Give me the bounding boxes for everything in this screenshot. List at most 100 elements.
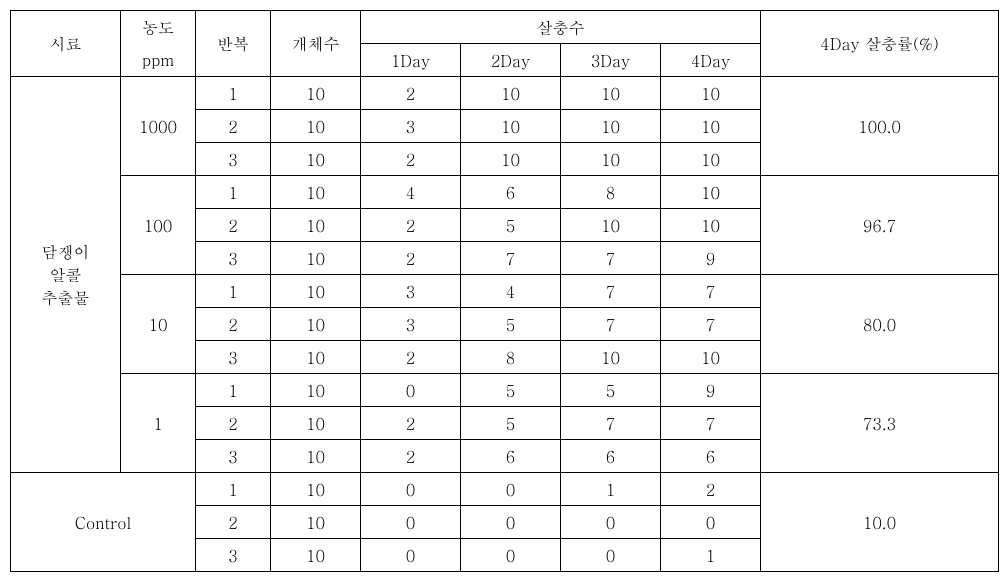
header-kill-group: 살충수 <box>361 11 761 44</box>
cell-rate: 96.7 <box>761 176 999 275</box>
header-row-1: 시료 농도 반복 개체수 살충수 4Day 살충률(%) <box>11 11 999 44</box>
table-row: 10 1 10 3 4 7 7 80.0 <box>11 275 999 308</box>
cell-d2: 5 <box>461 374 561 407</box>
cell-d3: 0 <box>561 539 661 572</box>
cell-rep: 2 <box>196 110 271 143</box>
cell-d2: 5 <box>461 407 561 440</box>
sample-label: 담쟁이 알콜 추출물 <box>11 77 121 473</box>
cell-d4: 0 <box>661 506 761 539</box>
cell-d3: 10 <box>561 209 661 242</box>
cell-rep: 2 <box>196 308 271 341</box>
header-sample: 시료 <box>11 11 121 77</box>
table-row: 담쟁이 알콜 추출물 1000 1 10 2 10 10 10 100.0 <box>11 77 999 110</box>
cell-d2: 4 <box>461 275 561 308</box>
cell-cnt: 10 <box>271 143 361 176</box>
cell-d2: 6 <box>461 176 561 209</box>
cell-d1: 3 <box>361 275 461 308</box>
cell-rep: 1 <box>196 275 271 308</box>
cell-d3: 1 <box>561 473 661 506</box>
cell-cnt: 10 <box>271 374 361 407</box>
cell-rep: 2 <box>196 506 271 539</box>
cell-d3: 0 <box>561 506 661 539</box>
cell-cnt: 10 <box>271 110 361 143</box>
cell-d1: 2 <box>361 407 461 440</box>
header-conc-line2: ppm <box>121 44 196 77</box>
cell-d1: 2 <box>361 77 461 110</box>
header-day4: 4Day <box>661 44 761 77</box>
cell-d4: 1 <box>661 539 761 572</box>
insecticidal-data-table: 시료 농도 반복 개체수 살충수 4Day 살충률(%) ppm 1Day 2D… <box>10 10 999 572</box>
cell-d3: 10 <box>561 110 661 143</box>
cell-d4: 6 <box>661 440 761 473</box>
cell-d3: 8 <box>561 176 661 209</box>
cell-cnt: 10 <box>271 308 361 341</box>
cell-d3: 7 <box>561 275 661 308</box>
cell-d2: 0 <box>461 506 561 539</box>
cell-d2: 5 <box>461 209 561 242</box>
cell-d4: 10 <box>661 143 761 176</box>
cell-d1: 3 <box>361 110 461 143</box>
cell-rep: 3 <box>196 143 271 176</box>
cell-rep: 1 <box>196 176 271 209</box>
table-row: 100 1 10 4 6 8 10 96.7 <box>11 176 999 209</box>
cell-cnt: 10 <box>271 506 361 539</box>
cell-d4: 10 <box>661 77 761 110</box>
cell-cnt: 10 <box>271 209 361 242</box>
cell-cnt: 10 <box>271 539 361 572</box>
cell-d1: 0 <box>361 506 461 539</box>
cell-rate: 80.0 <box>761 275 999 374</box>
cell-d4: 9 <box>661 374 761 407</box>
cell-d1: 3 <box>361 308 461 341</box>
cell-d4: 7 <box>661 275 761 308</box>
cell-cnt: 10 <box>271 341 361 374</box>
cell-d1: 2 <box>361 242 461 275</box>
header-day1: 1Day <box>361 44 461 77</box>
cell-conc: 1 <box>121 374 196 473</box>
cell-d1: 0 <box>361 539 461 572</box>
cell-rep: 2 <box>196 407 271 440</box>
header-day2: 2Day <box>461 44 561 77</box>
cell-d1: 2 <box>361 209 461 242</box>
cell-d2: 10 <box>461 143 561 176</box>
cell-cnt: 10 <box>271 473 361 506</box>
cell-cnt: 10 <box>271 242 361 275</box>
cell-d2: 10 <box>461 110 561 143</box>
cell-d1: 4 <box>361 176 461 209</box>
table-row: Control 1 10 0 0 1 2 10.0 <box>11 473 999 506</box>
cell-d4: 10 <box>661 209 761 242</box>
header-repetition: 반복 <box>196 11 271 77</box>
sample-label-line: 추출물 <box>42 286 90 309</box>
cell-conc: 100 <box>121 176 196 275</box>
cell-d4: 10 <box>661 176 761 209</box>
cell-d4: 10 <box>661 341 761 374</box>
cell-d1: 2 <box>361 440 461 473</box>
cell-rep: 1 <box>196 77 271 110</box>
cell-rate: 100.0 <box>761 77 999 176</box>
cell-d3: 10 <box>561 77 661 110</box>
cell-rep: 3 <box>196 242 271 275</box>
cell-rep: 3 <box>196 440 271 473</box>
cell-d2: 10 <box>461 77 561 110</box>
header-day3: 3Day <box>561 44 661 77</box>
cell-rep: 1 <box>196 374 271 407</box>
header-count: 개체수 <box>271 11 361 77</box>
cell-d3: 10 <box>561 143 661 176</box>
cell-d1: 0 <box>361 374 461 407</box>
cell-d1: 2 <box>361 341 461 374</box>
cell-d3: 5 <box>561 374 661 407</box>
cell-conc: 1000 <box>121 77 196 176</box>
sample-label-line: 알콜 <box>50 263 82 286</box>
cell-d4: 7 <box>661 407 761 440</box>
cell-rep: 2 <box>196 209 271 242</box>
cell-cnt: 10 <box>271 407 361 440</box>
cell-d3: 10 <box>561 341 661 374</box>
cell-cnt: 10 <box>271 176 361 209</box>
header-conc-line1: 농도 <box>121 11 196 44</box>
table-row: 1 1 10 0 5 5 9 73.3 <box>11 374 999 407</box>
cell-d2: 5 <box>461 308 561 341</box>
cell-d4: 2 <box>661 473 761 506</box>
cell-d2: 8 <box>461 341 561 374</box>
cell-d2: 0 <box>461 473 561 506</box>
cell-d1: 2 <box>361 143 461 176</box>
control-label: Control <box>11 473 196 572</box>
